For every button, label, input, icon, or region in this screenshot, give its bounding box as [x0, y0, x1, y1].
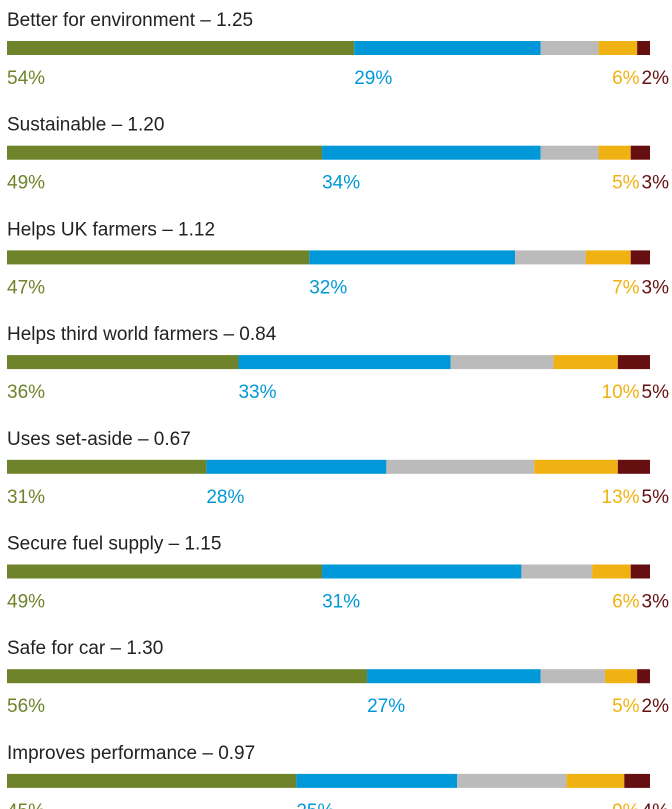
- bar-segment-strongly-agree: [7, 564, 323, 579]
- chart-row: Helps third world farmers – 0.84 36% 33% 5%…: [7, 324, 669, 403]
- bar-segment-strongly-agree: [7, 145, 323, 160]
- bar-segment-disagree: [598, 145, 631, 160]
- bar-segment-neutral: [450, 355, 554, 370]
- bar-segment-strongly-disagree: [637, 669, 650, 684]
- chart-row: Better for environment – 1.25 54% 29% 2%6%: [7, 10, 669, 89]
- bar-segment-strongly-disagree: [630, 250, 650, 265]
- bar-segment-strongly-disagree: [630, 145, 650, 160]
- bar-segment-agree: [296, 773, 458, 788]
- data-label-strongly-agree: 36%: [7, 382, 45, 403]
- chart-row: Helps UK farmers – 1.12 47% 32% 3%7%: [7, 219, 669, 298]
- data-label-strongly-agree: 49%: [7, 592, 45, 613]
- data-label-agree: 27%: [367, 696, 405, 717]
- data-label-strongly-agree: 45%: [7, 801, 45, 809]
- bar-segment-agree: [322, 145, 541, 160]
- data-label-strongly-disagree: 3%: [642, 173, 670, 194]
- row-title: Sustainable – 1.20: [7, 115, 164, 136]
- row-title: Safe for car – 1.30: [7, 638, 163, 659]
- bar-segment-strongly-disagree: [617, 459, 650, 474]
- chart-row: Safe for car – 1.30 56% 27% 2%5%: [7, 638, 669, 717]
- row-title: Improves performance – 0.97: [7, 743, 255, 764]
- bar-segment-neutral: [540, 145, 599, 160]
- bar-segment-disagree: [592, 564, 631, 579]
- bar-segment-strongly-agree: [7, 773, 297, 788]
- data-label-disagree: 6%: [612, 68, 640, 89]
- bar-segment-agree: [354, 41, 541, 55]
- data-label-strongly-disagree: 5%: [642, 382, 670, 403]
- bar-segment-disagree: [566, 773, 625, 788]
- bar-segment-strongly-disagree: [630, 564, 650, 579]
- data-label-strongly-disagree: 3%: [642, 592, 670, 613]
- bar-segment-agree: [322, 564, 522, 579]
- data-label-strongly-agree: 54%: [7, 68, 45, 89]
- data-label-strongly-agree: 47%: [7, 277, 45, 298]
- chart-row: Uses set-aside – 0.67 31% 28% 5%13%: [7, 429, 669, 508]
- row-title: Better for environment – 1.25: [7, 10, 253, 31]
- data-label-agree: 28%: [206, 487, 244, 508]
- data-label-agree: 33%: [238, 382, 276, 403]
- row-title: Helps UK farmers – 1.12: [7, 219, 215, 240]
- data-label-agree: 32%: [309, 277, 347, 298]
- data-label-disagree: 5%: [612, 173, 640, 194]
- bar-segment-strongly-agree: [7, 669, 368, 684]
- data-label-agree: 31%: [322, 592, 360, 613]
- data-label-strongly-disagree: 2%: [642, 696, 670, 717]
- data-label-disagree: 10%: [602, 382, 640, 403]
- data-label-strongly-disagree: 5%: [642, 487, 670, 508]
- bar-segment-disagree: [604, 669, 638, 684]
- bar-segment-disagree: [598, 41, 638, 55]
- data-label-agree: 25%: [296, 801, 334, 809]
- bar-segment-neutral: [521, 564, 593, 579]
- data-label-disagree: 6%: [612, 592, 640, 613]
- data-label-disagree: 7%: [612, 277, 640, 298]
- data-label-disagree: 13%: [602, 487, 640, 508]
- bar-segment-disagree: [585, 250, 631, 265]
- bar-segment-neutral: [514, 250, 586, 265]
- data-label-strongly-disagree: 2%: [642, 68, 670, 89]
- data-label-strongly-disagree: 3%: [642, 277, 670, 298]
- bar-segment-strongly-agree: [7, 459, 207, 474]
- bar-segment-neutral: [540, 669, 605, 684]
- chart-row: Improves performance – 0.97 45% 25% 4%9%: [7, 743, 669, 809]
- data-label-agree: 34%: [322, 173, 360, 194]
- bar-segment-agree: [367, 669, 541, 684]
- data-label-strongly-agree: 31%: [7, 487, 45, 508]
- data-label-strongly-agree: 56%: [7, 696, 45, 717]
- chart-row: Sustainable – 1.20 49% 34% 3%5%: [7, 115, 669, 194]
- data-label-strongly-agree: 49%: [7, 173, 45, 194]
- row-title: Helps third world farmers – 0.84: [7, 324, 277, 345]
- bar-segment-neutral: [540, 41, 599, 55]
- bar-segment-strongly-agree: [7, 250, 310, 265]
- bar-segment-disagree: [534, 459, 618, 474]
- bar-segment-strongly-agree: [7, 355, 239, 370]
- bar-segment-agree: [206, 459, 387, 474]
- data-label-disagree: 9%: [612, 801, 640, 809]
- bar-segment-strongly-agree: [7, 41, 355, 55]
- bar-segment-neutral: [386, 459, 535, 474]
- row-title: Uses set-aside – 0.67: [7, 429, 191, 450]
- bar-segment-strongly-disagree: [637, 41, 650, 55]
- row-title: Secure fuel supply – 1.15: [7, 534, 221, 555]
- data-label-agree: 29%: [354, 68, 392, 89]
- bar-segment-agree: [238, 355, 451, 370]
- chart-row: Secure fuel supply – 1.15 49% 31% 3%6%: [7, 534, 669, 613]
- bar-segment-agree: [309, 250, 515, 265]
- bar-segment-strongly-disagree: [624, 773, 650, 788]
- data-label-strongly-disagree: 4%: [642, 801, 670, 809]
- data-label-disagree: 5%: [612, 696, 640, 717]
- bar-segment-neutral: [457, 773, 567, 788]
- bar-segment-strongly-disagree: [617, 355, 650, 370]
- bar-segment-disagree: [553, 355, 618, 370]
